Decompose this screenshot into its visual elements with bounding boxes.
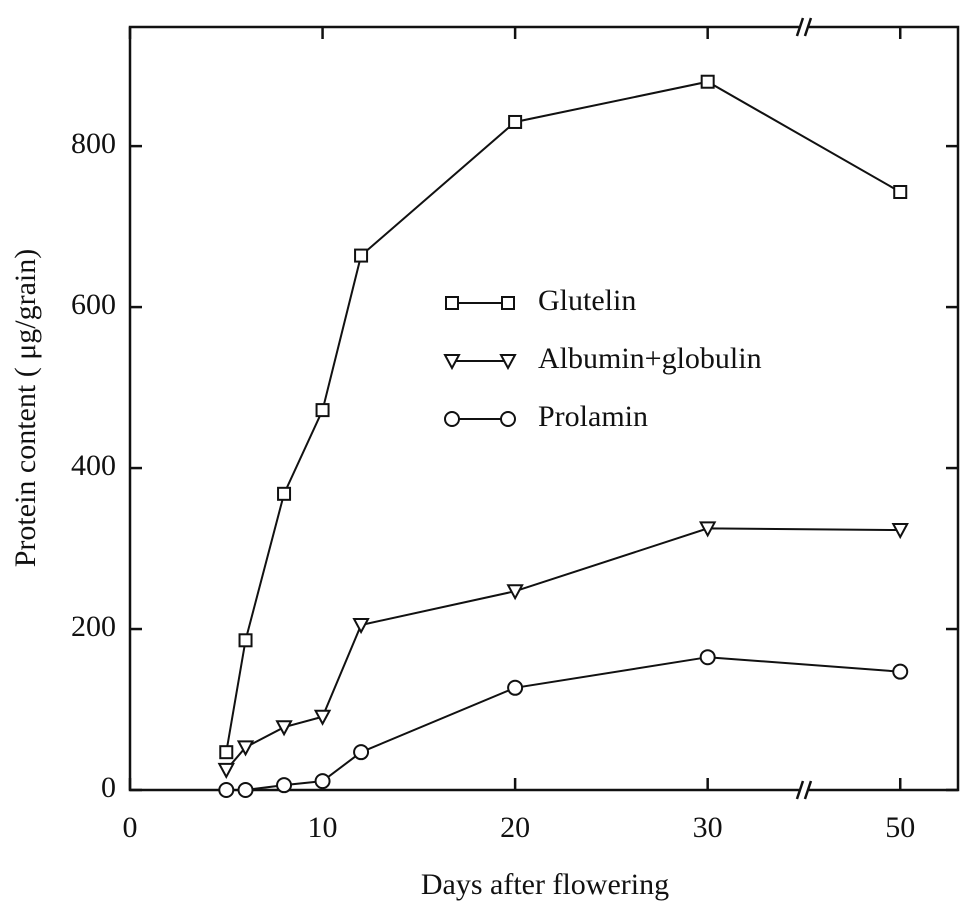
legend-label: Albumin+globulin [538,342,762,375]
marker [445,296,459,310]
y-tick-label: 400 [71,449,116,482]
x-tick-label: 10 [308,811,338,844]
marker [499,354,517,371]
legend-item: Prolamin [444,400,648,433]
legend-item: Glutelin [445,284,636,317]
marker [219,745,234,760]
y-tick-label: 0 [101,771,116,804]
y-tick-label: 800 [71,127,116,160]
marker [699,649,716,666]
y-tick-label: 600 [71,288,116,321]
axis-break-gap [798,24,809,30]
x-tick-label: 50 [885,811,915,844]
marker [276,777,293,794]
marker [354,248,369,263]
marker [508,114,523,129]
marker [314,773,331,790]
x-tick-label: 0 [123,811,138,844]
marker [699,521,717,538]
x-axis-label: Days after flowering [421,868,669,901]
marker [353,744,370,761]
axis-break [795,780,805,800]
x-tick-label: 20 [500,811,530,844]
series-line [225,527,901,771]
y-axis-label: Protein content ( μg/grain) [9,249,42,568]
marker [275,720,293,737]
legend-label: Glutelin [538,284,636,317]
marker [506,584,524,601]
y-tick-label: 200 [71,610,116,643]
marker [237,782,254,798]
marker [500,411,516,427]
marker [507,679,524,696]
marker [443,354,461,371]
marker [352,618,370,635]
plot-frame [128,25,960,792]
marker [893,184,908,199]
legend-label: Prolamin [538,400,648,433]
marker [236,740,255,757]
axis-break [803,780,813,800]
series-line [226,656,901,791]
axis-break-gap [798,787,809,793]
marker [315,403,330,418]
x-tick-label: 30 [693,811,723,844]
marker [501,296,515,310]
axis-break [795,17,805,37]
marker [891,523,909,540]
marker [217,762,235,779]
marker [238,633,253,648]
series-line [225,80,901,753]
marker [444,411,460,427]
marker [218,782,235,798]
marker [700,74,715,89]
legend-item: Albumin+globulin [443,342,762,375]
marker [313,709,332,726]
axis-break [803,17,813,37]
marker [892,663,909,680]
marker [277,486,292,501]
